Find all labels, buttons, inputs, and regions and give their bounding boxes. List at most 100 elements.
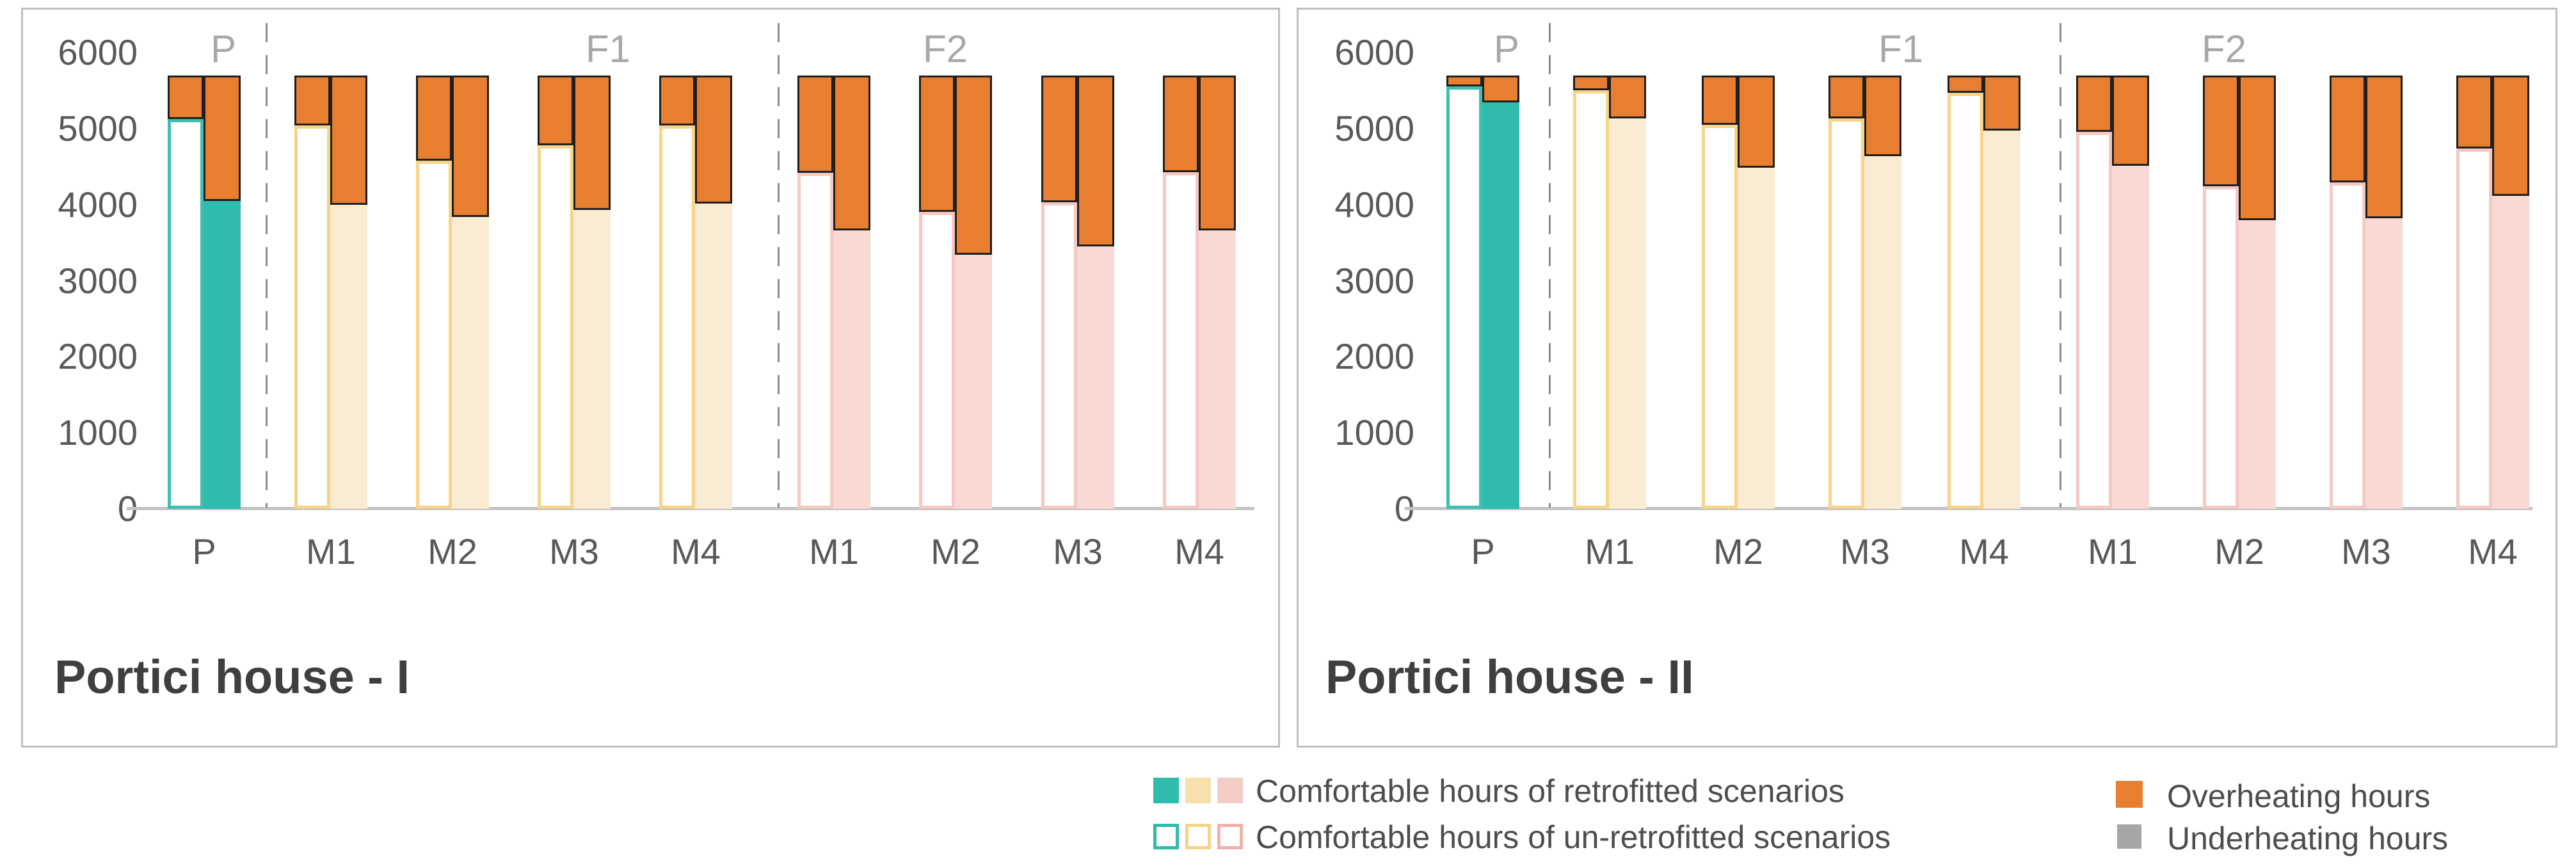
bar-retrofitted-overheating: [573, 76, 611, 211]
bar-unretrofitted-overheating: [2076, 76, 2112, 132]
bar-unretrofitted-comfortable: [538, 145, 573, 509]
legend-label-overheating: Overheating hours: [2167, 778, 2431, 814]
bar-retrofitted-overheating: [695, 76, 732, 204]
group-label-f2: F2: [922, 28, 968, 70]
legend-swatch-retrofitted-cream: [1185, 778, 1211, 803]
group-label-f1: F1: [1878, 28, 1924, 70]
bar-retrofitted-comfortable: [573, 210, 611, 509]
x-axis-tick-label: M4: [1959, 531, 2009, 572]
bar-retrofitted-comfortable: [1199, 230, 1236, 509]
bar-unretrofitted-overheating: [1163, 76, 1199, 172]
bar-unretrofitted-overheating: [2456, 76, 2492, 149]
legend-swatch-retrofitted-pink: [1217, 778, 1243, 803]
y-axis-tick-label: 6000: [58, 32, 138, 73]
bar-retrofitted-comfortable: [833, 230, 870, 509]
bar-unretrofitted-comfortable: [1948, 93, 1983, 509]
x-axis-tick-label: M4: [671, 531, 721, 572]
legend-label-unretrofitted: Comfortable hours of un-retrofitted scen…: [1256, 819, 1891, 855]
x-axis-tick-label: M2: [1713, 531, 1763, 572]
group-label-f1: F1: [585, 28, 631, 70]
bar-retrofitted-comfortable: [2112, 166, 2149, 509]
x-axis-tick-label: M3: [1840, 531, 1890, 572]
x-axis-tick-label: M3: [1053, 531, 1103, 572]
group-label-p: P: [1493, 28, 1520, 70]
bar-unretrofitted-overheating: [294, 76, 330, 126]
bar-unretrofitted-comfortable: [797, 173, 833, 509]
x-axis-tick-label: P: [1471, 531, 1495, 572]
bar-retrofitted-comfortable: [452, 216, 489, 509]
bar-retrofitted-comfortable: [2365, 218, 2403, 509]
bar-retrofitted-overheating: [1482, 76, 1519, 102]
legend-swatch-unretrofitted-teal: [1153, 824, 1179, 849]
bar-unretrofitted-overheating: [1702, 76, 1738, 125]
bar-unretrofitted-overheating: [1446, 76, 1482, 86]
x-axis-tick-label: M2: [2214, 531, 2264, 572]
bar-unretrofitted-overheating: [2203, 76, 2239, 187]
y-axis-tick-label: 2000: [58, 336, 138, 377]
y-axis-tick-label: 2000: [1334, 336, 1414, 377]
bar-retrofitted-comfortable: [955, 255, 992, 509]
legend-swatch-overheating: [2116, 781, 2143, 808]
bar-unretrofitted-comfortable: [919, 211, 955, 509]
y-axis-tick-label: 1000: [1334, 412, 1414, 453]
bar-retrofitted-overheating: [1983, 76, 2020, 131]
bar-unretrofitted-comfortable: [294, 125, 330, 509]
bar-unretrofitted-comfortable: [1702, 125, 1738, 509]
x-axis-tick-label: M1: [2088, 531, 2138, 572]
y-axis-tick-label: 5000: [58, 108, 138, 149]
x-axis-tick-label: P: [192, 531, 216, 572]
y-axis-tick-label: 6000: [1334, 32, 1414, 73]
bar-retrofitted-overheating: [452, 76, 489, 217]
x-axis-tick-label: M3: [2341, 531, 2391, 572]
bar-retrofitted-overheating: [1199, 76, 1236, 231]
bar-unretrofitted-overheating: [538, 76, 573, 146]
bar-unretrofitted-comfortable: [2456, 148, 2492, 509]
bar-unretrofitted-overheating: [659, 76, 695, 126]
bar-unretrofitted-comfortable: [1573, 90, 1609, 509]
group-separator-line: [1549, 23, 1551, 508]
bar-unretrofitted-overheating: [1948, 76, 1983, 93]
x-axis-tick-label: M1: [306, 531, 356, 572]
bar-retrofitted-comfortable: [1738, 167, 1775, 509]
bar-retrofitted-comfortable: [1609, 118, 1646, 509]
y-axis-tick-label: 1000: [58, 412, 138, 453]
bar-retrofitted-comfortable: [2239, 220, 2276, 509]
x-axis-tick-label: M3: [549, 531, 599, 572]
bar-unretrofitted-overheating: [1041, 76, 1077, 203]
bar-unretrofitted-overheating: [168, 76, 204, 119]
bar-retrofitted-comfortable: [1864, 156, 1901, 509]
legend-label-underheating: Underheating hours: [2167, 821, 2449, 856]
bar-retrofitted-comfortable: [1077, 246, 1114, 509]
bar-retrofitted-overheating: [330, 76, 367, 205]
bar-unretrofitted-comfortable: [1041, 202, 1077, 509]
bar-unretrofitted-comfortable: [2076, 131, 2112, 509]
bar-unretrofitted-overheating: [797, 76, 833, 173]
x-axis-tick-label: M4: [2468, 531, 2518, 572]
bar-retrofitted-overheating: [1738, 76, 1775, 168]
bar-retrofitted-comfortable: [1482, 102, 1519, 509]
legend-swatch-retrofitted-teal: [1153, 778, 1179, 803]
bar-unretrofitted-comfortable: [1828, 118, 1864, 509]
y-axis-tick-label: 3000: [58, 260, 138, 301]
bar-retrofitted-overheating: [1077, 76, 1114, 247]
y-axis-tick-label: 0: [117, 488, 138, 529]
bar-retrofitted-overheating: [1864, 76, 1901, 156]
bar-retrofitted-overheating: [955, 76, 992, 255]
legend-label-retrofitted: Comfortable hours of retrofitted scenari…: [1256, 773, 1844, 809]
y-axis-tick-label: 4000: [1334, 184, 1414, 225]
y-axis-tick-label: 3000: [1334, 260, 1414, 301]
x-axis-tick-label: M1: [1585, 531, 1635, 572]
legend-swatch-unretrofitted-cream: [1185, 824, 1211, 849]
x-axis-tick-label: M1: [809, 531, 859, 572]
bar-retrofitted-comfortable: [330, 204, 367, 509]
bar-retrofitted-overheating: [2365, 76, 2403, 219]
bar-unretrofitted-comfortable: [1163, 172, 1199, 509]
bar-retrofitted-overheating: [1609, 76, 1646, 118]
bar-retrofitted-overheating: [204, 76, 241, 201]
bar-unretrofitted-comfortable: [168, 118, 204, 509]
bar-retrofitted-overheating: [2112, 76, 2149, 166]
bar-retrofitted-comfortable: [1983, 130, 2020, 509]
bar-unretrofitted-comfortable: [2330, 182, 2365, 509]
x-axis-tick-label: M2: [428, 531, 477, 572]
